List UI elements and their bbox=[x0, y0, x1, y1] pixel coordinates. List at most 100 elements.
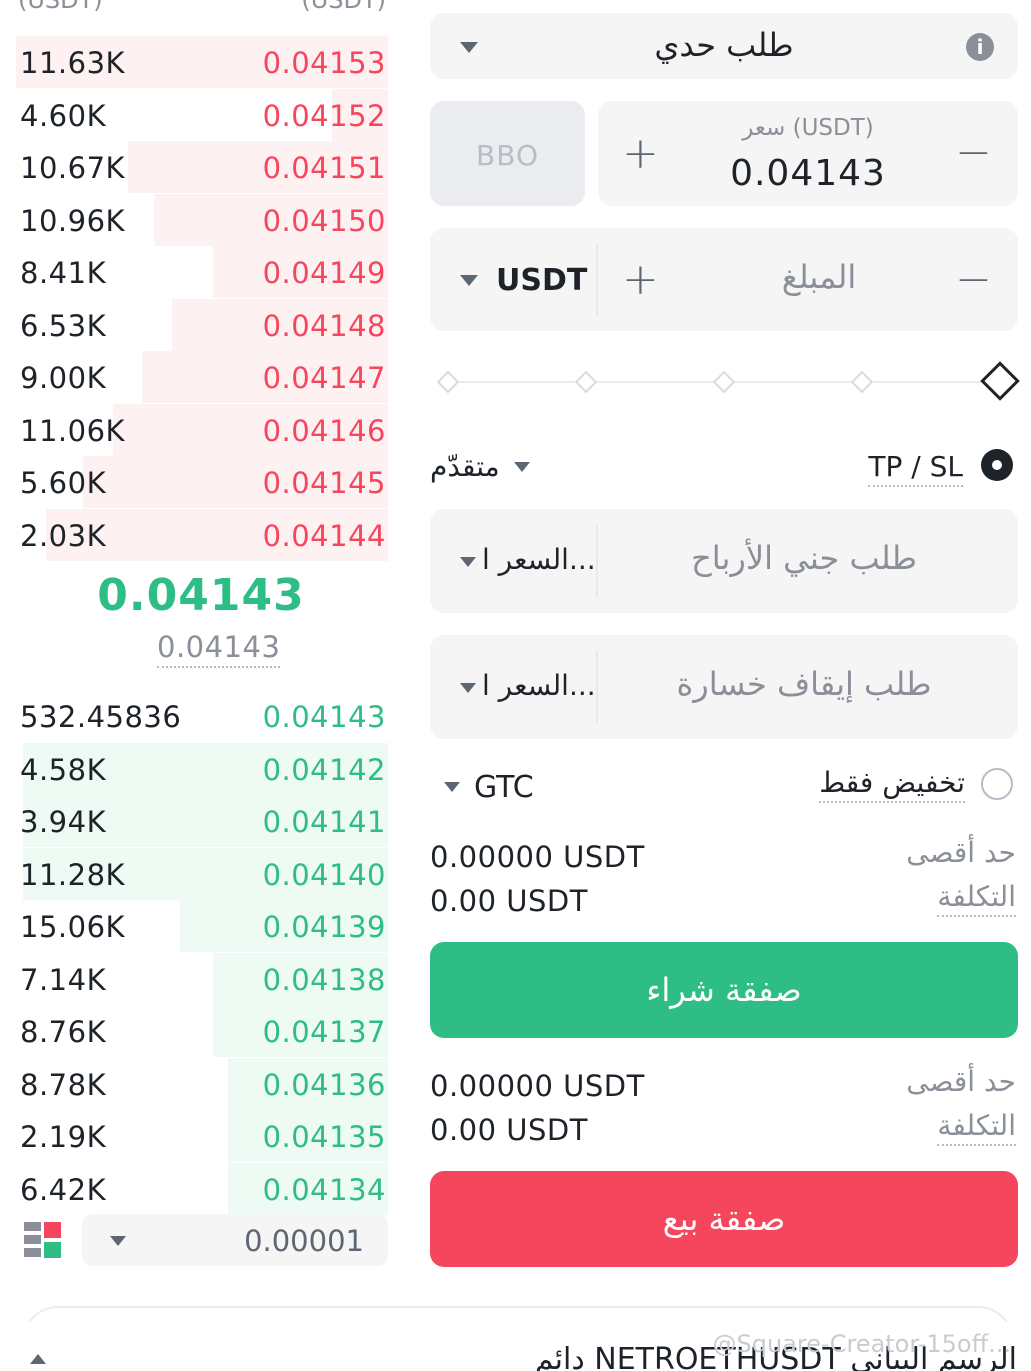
ask-price: 0.04145 bbox=[262, 466, 386, 500]
price-input[interactable]: + سعر (USDT) 0.04143 − bbox=[598, 101, 1018, 206]
ask-row[interactable]: 6.53K 0.04148 bbox=[16, 298, 388, 351]
bid-depth-bar bbox=[23, 795, 388, 847]
bid-row[interactable]: 8.78K 0.04136 bbox=[16, 1057, 388, 1110]
amount-placeholder[interactable]: المبلغ bbox=[781, 258, 857, 296]
ask-row[interactable]: 9.00K 0.04147 bbox=[16, 351, 388, 403]
slider-knob[interactable] bbox=[980, 361, 1020, 401]
ask-row[interactable]: 4.60K 0.04152 bbox=[16, 88, 388, 141]
bid-row[interactable]: 11.28K 0.04140 bbox=[16, 847, 388, 900]
sell-cost-row: 0.00 USDT التكلفة bbox=[430, 1109, 1018, 1153]
ask-row[interactable]: 10.67K 0.04151 bbox=[16, 141, 388, 193]
bid-price: 0.04136 bbox=[262, 1067, 386, 1102]
buy-max-row: 0.00000 USDT حد أقصى bbox=[430, 836, 1018, 880]
amount-input[interactable]: USDT + المبلغ − bbox=[430, 228, 1018, 331]
ask-row[interactable]: 11.06K 0.04146 bbox=[16, 403, 388, 456]
ask-row[interactable]: 8.41K 0.04149 bbox=[16, 246, 388, 298]
slider-tick[interactable] bbox=[436, 370, 460, 394]
bid-row[interactable]: 8.76K 0.04137 bbox=[16, 1005, 388, 1057]
ask-depth-bar bbox=[82, 456, 388, 508]
orderbook-header: (USDT) (USDT) bbox=[16, 0, 388, 16]
chevron-up-icon[interactable] bbox=[30, 1354, 46, 1364]
chevron-down-icon bbox=[460, 42, 478, 53]
bid-row[interactable]: 2.19K 0.04135 bbox=[16, 1110, 388, 1162]
chevron-down-icon bbox=[460, 275, 478, 286]
advanced-label: متقدّم bbox=[430, 450, 500, 483]
buy-max-value: 0.00000 USDT bbox=[430, 840, 645, 874]
last-price[interactable]: 0.04143 bbox=[97, 570, 305, 621]
slider-tick[interactable] bbox=[712, 370, 736, 394]
bid-quantity: 532.45836 bbox=[20, 700, 182, 734]
divider bbox=[596, 244, 598, 316]
ask-price: 0.04151 bbox=[262, 151, 386, 185]
chevron-down-icon bbox=[110, 1236, 126, 1246]
ask-price: 0.04144 bbox=[262, 518, 386, 553]
bid-row[interactable]: 7.14K 0.04138 bbox=[16, 952, 388, 1005]
bid-row[interactable]: 6.42K 0.04134 bbox=[16, 1162, 388, 1215]
price-column-unit: (USDT) bbox=[301, 0, 386, 14]
tp-trigger-select[interactable]: السعر ا... bbox=[482, 543, 596, 576]
bid-price: 0.04140 bbox=[262, 857, 386, 892]
bbo-button[interactable]: BBO bbox=[430, 101, 585, 206]
bid-price: 0.04138 bbox=[262, 962, 386, 997]
ask-depth-bar bbox=[142, 351, 388, 403]
bid-depth-bar bbox=[23, 847, 388, 900]
bid-depth-bar bbox=[179, 900, 388, 952]
bid-depth-bar bbox=[228, 1057, 388, 1110]
ask-depth-bar bbox=[153, 193, 388, 246]
chevron-down-icon bbox=[514, 462, 530, 472]
tp-placeholder[interactable]: طلب جني الأرباح bbox=[691, 539, 917, 577]
amount-unit-select[interactable]: USDT bbox=[496, 263, 588, 298]
orderbook-layout-icon[interactable] bbox=[24, 1222, 62, 1258]
bid-row[interactable]: 532.45836 0.04143 bbox=[16, 690, 388, 742]
slider-tick[interactable] bbox=[850, 370, 874, 394]
ask-price: 0.04153 bbox=[262, 46, 386, 80]
ask-row[interactable]: 2.03K 0.04144 bbox=[16, 508, 388, 561]
precision-select[interactable]: 0.00001 bbox=[82, 1214, 388, 1266]
stop-loss-input[interactable]: السعر ا... طلب إيقاف خسارة bbox=[430, 635, 1018, 739]
tpsl-radio[interactable] bbox=[981, 449, 1013, 481]
ask-price: 0.04147 bbox=[262, 361, 386, 395]
sell-button[interactable]: صفقة بيع bbox=[430, 1171, 1018, 1267]
price-decrement-button[interactable]: − bbox=[955, 127, 992, 178]
time-in-force-value: GTC bbox=[474, 770, 534, 805]
bid-price: 0.04142 bbox=[262, 752, 386, 787]
sell-cost-label[interactable]: التكلفة bbox=[937, 1109, 1016, 1146]
order-type-label: طلب حدي bbox=[654, 26, 794, 64]
ask-row[interactable]: 11.63K 0.04153 bbox=[16, 36, 388, 88]
sl-trigger-select[interactable]: السعر ا... bbox=[482, 669, 596, 702]
chevron-down-icon bbox=[460, 557, 476, 567]
ask-row[interactable]: 5.60K 0.04145 bbox=[16, 456, 388, 508]
amount-slider[interactable] bbox=[436, 361, 1020, 402]
buy-cost-label[interactable]: التكلفة bbox=[937, 880, 1016, 917]
bid-row[interactable]: 3.94K 0.04141 bbox=[16, 795, 388, 847]
ask-row[interactable]: 10.96K 0.04150 bbox=[16, 193, 388, 246]
bid-row[interactable]: 4.58K 0.04142 bbox=[16, 742, 388, 795]
mark-price[interactable]: 0.04143 bbox=[157, 630, 281, 668]
tpsl-label[interactable]: TP / SL bbox=[868, 450, 963, 487]
amount-increment-button[interactable]: + bbox=[622, 254, 659, 305]
bid-quantity: 8.76K bbox=[20, 1015, 107, 1049]
take-profit-input[interactable]: السعر ا... طلب جني الأرباح bbox=[430, 509, 1018, 613]
buy-button[interactable]: صفقة شراء bbox=[430, 942, 1018, 1038]
reduce-only-radio[interactable] bbox=[981, 768, 1013, 800]
bid-row[interactable]: 15.06K 0.04139 bbox=[16, 900, 388, 952]
divider bbox=[596, 525, 598, 597]
order-type-select[interactable]: طلب حدي i bbox=[430, 13, 1018, 79]
bid-depth-bar bbox=[228, 1110, 388, 1162]
bid-price: 0.04134 bbox=[262, 1172, 386, 1207]
chart-sheet-title[interactable]: دائم NETROETHUSDT الرسم البياني bbox=[534, 1342, 1017, 1371]
slider-tick[interactable] bbox=[574, 370, 598, 394]
bid-quantity: 6.42K bbox=[20, 1172, 107, 1207]
info-icon[interactable]: i bbox=[966, 33, 994, 61]
buy-max-label: حد أقصى bbox=[906, 836, 1016, 869]
amount-decrement-button[interactable]: − bbox=[955, 254, 992, 305]
sl-placeholder[interactable]: طلب إيقاف خسارة bbox=[676, 665, 932, 703]
chart-sheet-handle[interactable]: دائم NETROETHUSDT الرسم البياني bbox=[0, 1322, 1031, 1371]
price-value[interactable]: 0.04143 bbox=[730, 153, 886, 194]
bid-quantity: 8.78K bbox=[20, 1067, 107, 1102]
reduce-only-label[interactable]: تخفيض فقط bbox=[819, 766, 965, 803]
ask-depth-bar bbox=[332, 88, 388, 141]
ask-quantity: 6.53K bbox=[20, 308, 107, 343]
ask-depth-bar bbox=[45, 508, 388, 561]
price-increment-button[interactable]: + bbox=[622, 128, 659, 179]
